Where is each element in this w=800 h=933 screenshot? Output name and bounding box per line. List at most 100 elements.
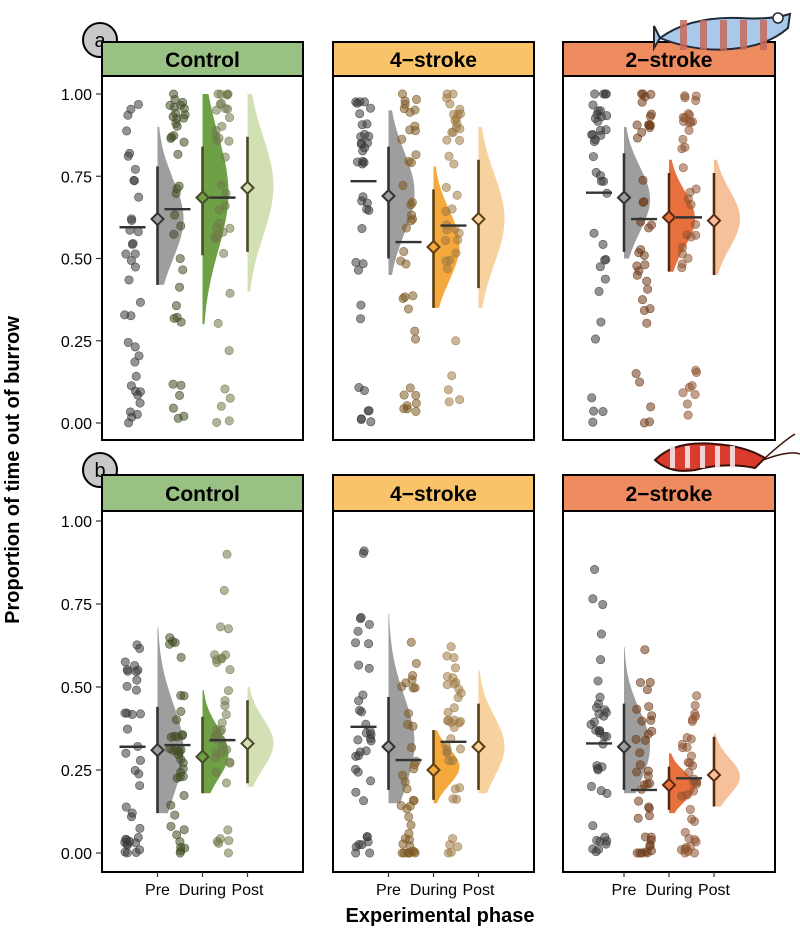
data-point bbox=[593, 764, 603, 774]
data-point bbox=[130, 357, 140, 367]
shrimp-stripe bbox=[715, 446, 720, 468]
data-point bbox=[411, 94, 421, 104]
data-point bbox=[171, 301, 181, 311]
density-half-violin bbox=[714, 159, 740, 275]
data-point bbox=[602, 788, 612, 798]
data-point bbox=[632, 120, 642, 130]
data-point bbox=[646, 89, 656, 99]
data-point bbox=[599, 176, 609, 186]
data-point bbox=[366, 103, 376, 113]
data-point bbox=[225, 665, 235, 675]
data-point bbox=[690, 389, 700, 399]
data-point bbox=[677, 259, 687, 269]
data-point bbox=[442, 745, 452, 755]
data-point bbox=[401, 223, 411, 233]
mean-diamond bbox=[616, 739, 632, 755]
data-point bbox=[444, 151, 454, 161]
data-point bbox=[596, 112, 606, 122]
data-point bbox=[601, 707, 611, 717]
data-point bbox=[170, 810, 180, 820]
data-point bbox=[586, 719, 596, 729]
data-point bbox=[124, 418, 134, 428]
density-half-violin bbox=[478, 670, 505, 794]
data-point bbox=[409, 847, 419, 857]
data-point bbox=[121, 249, 131, 259]
data-point bbox=[135, 823, 145, 833]
data-point bbox=[441, 236, 451, 246]
data-point bbox=[175, 848, 185, 858]
data-point bbox=[404, 156, 414, 166]
density-half-violin bbox=[433, 730, 460, 804]
data-point bbox=[443, 385, 453, 395]
data-point bbox=[452, 190, 462, 200]
data-point bbox=[647, 726, 657, 736]
data-point bbox=[133, 99, 143, 109]
data-point bbox=[366, 776, 376, 786]
facet-strip bbox=[562, 474, 776, 512]
data-point bbox=[127, 215, 137, 225]
data-point bbox=[169, 229, 179, 239]
data-point bbox=[355, 747, 365, 757]
y-tick-label: 0.00 bbox=[61, 416, 92, 433]
data-point bbox=[351, 257, 361, 267]
data-point bbox=[588, 594, 598, 604]
data-point bbox=[166, 133, 176, 143]
data-point bbox=[131, 838, 141, 848]
x-tick-label: During bbox=[410, 882, 457, 899]
y-axis-title: Proportion of time out of burrow bbox=[2, 316, 24, 624]
facet-strip-label: 2−stroke bbox=[626, 483, 713, 506]
data-point bbox=[225, 393, 235, 403]
data-point bbox=[410, 334, 420, 344]
shrimp-stripe bbox=[730, 446, 735, 468]
data-point bbox=[455, 124, 465, 134]
data-point bbox=[590, 334, 600, 344]
data-point bbox=[682, 399, 692, 409]
panel-border bbox=[562, 75, 776, 441]
data-point bbox=[357, 707, 367, 717]
data-point bbox=[215, 834, 225, 844]
facet-strip-label: 4−stroke bbox=[390, 483, 477, 506]
data-point bbox=[365, 726, 375, 736]
data-point bbox=[355, 109, 365, 119]
data-point bbox=[444, 397, 454, 407]
data-point bbox=[400, 99, 410, 109]
data-point bbox=[683, 410, 693, 420]
mean-diamond bbox=[240, 736, 255, 751]
data-point bbox=[594, 726, 604, 736]
data-point bbox=[168, 112, 178, 122]
data-point bbox=[586, 781, 596, 791]
y-tick-label: 0.50 bbox=[61, 680, 92, 697]
data-point bbox=[590, 89, 600, 99]
data-point bbox=[357, 224, 367, 234]
data-point bbox=[220, 701, 230, 711]
data-point bbox=[134, 351, 144, 361]
data-point bbox=[178, 730, 188, 740]
data-point bbox=[122, 126, 132, 136]
data-point bbox=[442, 225, 452, 235]
data-point bbox=[446, 642, 456, 652]
fish-tail bbox=[653, 25, 662, 52]
data-point bbox=[356, 414, 366, 424]
data-point bbox=[399, 848, 409, 858]
data-point bbox=[678, 242, 688, 252]
data-point bbox=[176, 221, 186, 231]
data-point bbox=[408, 683, 418, 693]
data-point bbox=[405, 383, 415, 393]
data-point bbox=[692, 367, 702, 377]
density-half-violin bbox=[669, 753, 695, 814]
data-point bbox=[411, 150, 421, 160]
data-point bbox=[212, 417, 222, 427]
data-point bbox=[121, 748, 131, 758]
data-point bbox=[365, 848, 375, 858]
data-point bbox=[214, 218, 224, 228]
data-point bbox=[166, 732, 176, 742]
data-point bbox=[587, 393, 597, 403]
data-point bbox=[683, 253, 693, 263]
data-point bbox=[642, 276, 652, 286]
data-point bbox=[601, 125, 611, 135]
data-point bbox=[130, 262, 140, 272]
data-point bbox=[224, 113, 234, 123]
data-point bbox=[635, 678, 645, 688]
data-point bbox=[637, 127, 647, 137]
